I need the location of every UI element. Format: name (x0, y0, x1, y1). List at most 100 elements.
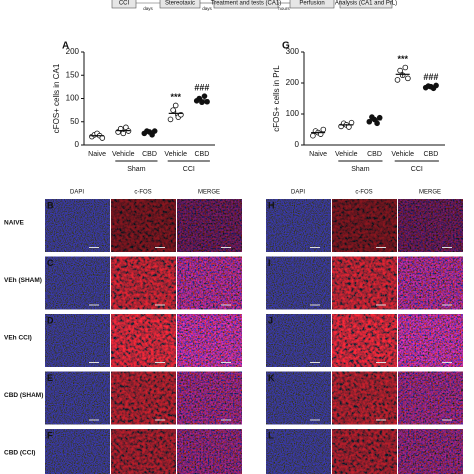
micrograph (332, 256, 397, 310)
x-tick-label: CBD (142, 151, 157, 158)
x-tick-label: Naive (309, 151, 327, 158)
data-point (394, 77, 401, 83)
scale-bar (89, 247, 99, 248)
group-label: Sham (127, 166, 145, 173)
timeline-box (339, 0, 393, 9)
timeline-step: Perfusion (299, 1, 324, 7)
micrograph (266, 199, 331, 252)
scale-bar (221, 247, 231, 248)
micrograph (111, 199, 176, 252)
significance: *** (397, 54, 408, 64)
micrograph (398, 371, 463, 425)
micrograph (398, 199, 463, 252)
significance: ### (423, 72, 438, 82)
x-tick-label: Naive (88, 151, 106, 158)
micrograph (332, 314, 397, 367)
y-tick-label: 150 (66, 70, 80, 79)
panel-letter: H (268, 200, 275, 210)
scale-bar (310, 304, 320, 306)
panel-letter: L (268, 430, 274, 440)
scale-bar (221, 362, 231, 363)
micrograph (177, 199, 242, 252)
scale-bar (89, 362, 99, 363)
row-label: VEh (SHAM) (4, 277, 42, 284)
scale-bar (376, 419, 386, 421)
panel-letter: C (47, 258, 54, 268)
x-tick-label: Vehicle (164, 151, 187, 158)
y-tick-label: 300 (286, 47, 300, 56)
micrograph (111, 371, 176, 425)
data-point (310, 132, 316, 139)
micrograph (45, 314, 110, 367)
row-label: CBD (SHAM) (4, 392, 43, 399)
scale-bar (89, 419, 99, 421)
micrograph (398, 256, 463, 310)
x-tick-label: Vehicle (335, 151, 358, 158)
scale-bar (310, 419, 320, 421)
timeline-gap: days (143, 6, 153, 11)
data-point (374, 120, 380, 127)
scale-bar (376, 247, 386, 248)
scale-bar (155, 419, 165, 421)
panel-letter: K (268, 373, 275, 383)
row-label: NAIVE (4, 220, 25, 227)
y-tick-label: 200 (66, 47, 80, 56)
scale-bar (89, 304, 99, 306)
micrograph (398, 314, 463, 367)
column-header: MERGE (198, 190, 220, 196)
micrograph (45, 199, 110, 252)
column-header: c-FOS (355, 190, 372, 196)
x-tick-label: CBD (367, 151, 382, 158)
timeline-step: Stereotaxic (165, 1, 195, 7)
data-point (99, 135, 106, 141)
scale-bar (221, 304, 231, 306)
panel-letter: F (47, 430, 53, 440)
data-point (172, 102, 179, 109)
column-header: c-FOS (134, 190, 151, 196)
column-header: MERGE (419, 190, 441, 196)
micrograph (398, 429, 463, 474)
micrograph (111, 429, 176, 474)
y-tick-label: 50 (70, 117, 79, 126)
micrograph (45, 256, 110, 310)
scale-bar (155, 304, 165, 306)
group-label: CCI (411, 166, 423, 173)
scale-bar (442, 419, 452, 421)
micrograph (332, 371, 397, 425)
data-point (405, 75, 411, 82)
x-tick-label: CBD (424, 151, 439, 158)
column-header: DAPI (70, 190, 84, 196)
panel-letter: I (268, 258, 271, 268)
row-label: VEh CCI) (4, 335, 32, 342)
timeline-gap: days (202, 6, 212, 11)
column-header: DAPI (291, 190, 305, 196)
micrograph (45, 371, 110, 425)
x-tick-label: Vehicle (112, 151, 135, 158)
scale-bar (442, 362, 452, 363)
timeline-step: CCI (119, 1, 130, 7)
panel-letter: E (47, 373, 53, 383)
micrograph (111, 314, 176, 367)
micrograph (266, 314, 331, 367)
data-point (170, 107, 176, 113)
micrograph (177, 256, 242, 310)
micrograph (45, 429, 110, 474)
micrograph (332, 429, 397, 474)
micrograph (266, 256, 331, 310)
timeline-step: Analysis (CA1 and PrL) (335, 1, 397, 7)
timeline-box (111, 0, 137, 9)
micrograph (111, 256, 176, 310)
scale-bar (221, 419, 231, 421)
significance: *** (170, 92, 181, 102)
micrograph (266, 429, 331, 474)
y-tick-label: 0 (75, 140, 80, 149)
y-tick-label: 100 (66, 94, 80, 103)
scale-bar (442, 304, 452, 306)
scale-bar (155, 247, 165, 248)
y-tick-label: 0 (295, 140, 300, 149)
scale-bar (155, 362, 165, 363)
micrograph (332, 199, 397, 252)
timeline-box (213, 0, 279, 9)
timeline-box (289, 0, 335, 9)
